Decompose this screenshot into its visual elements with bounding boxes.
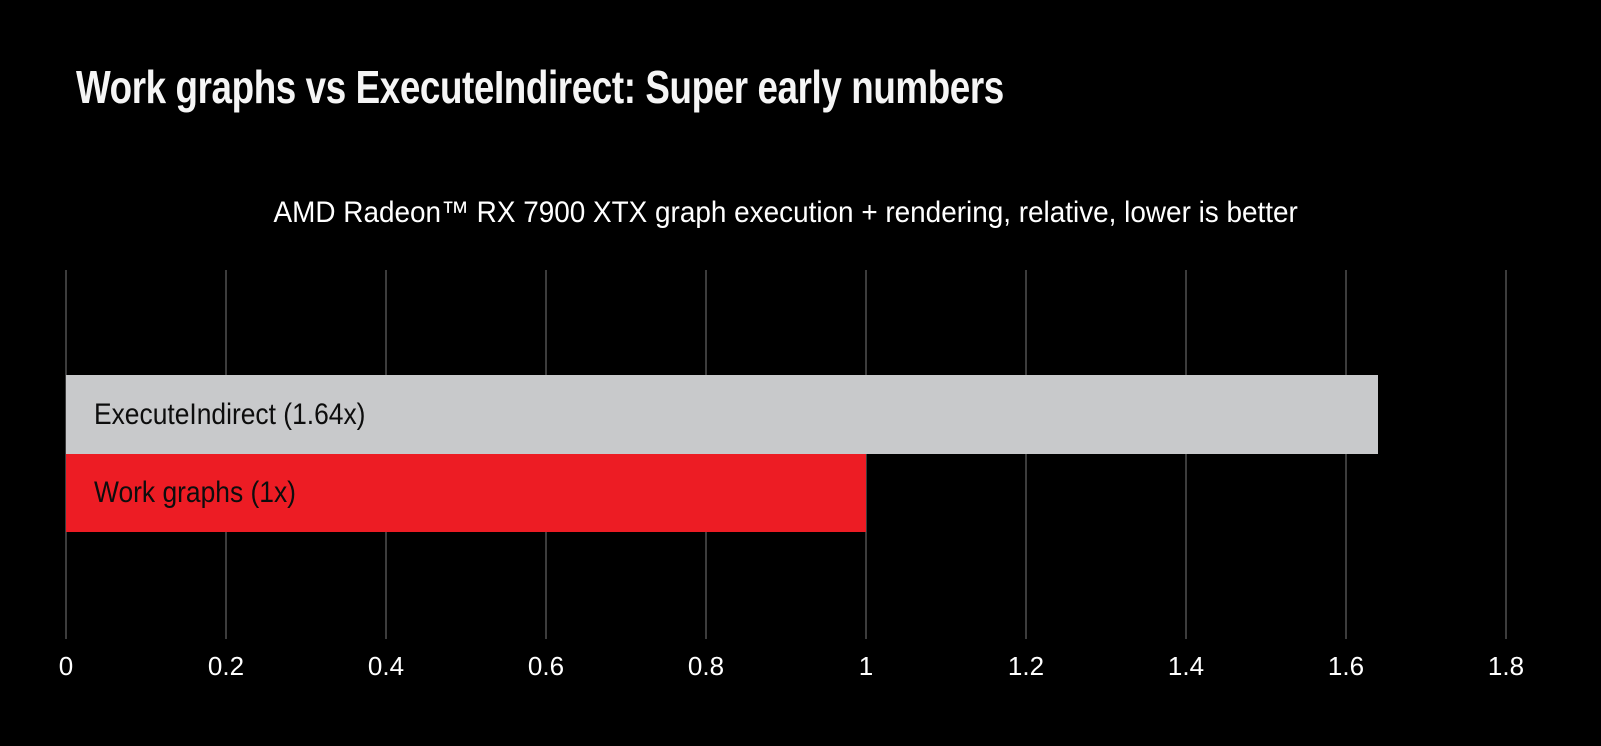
gridline <box>865 270 867 639</box>
chart-subtitle-row: AMD Radeon™ RX 7900 XTX graph execution … <box>66 196 1506 230</box>
x-tick-label: 1.6 <box>1327 651 1365 681</box>
gridline <box>1185 270 1187 639</box>
gridline <box>1025 270 1027 639</box>
bar-label: ExecuteIndirect (1.64x) <box>94 397 366 431</box>
x-tick-label: 1.8 <box>1487 651 1525 681</box>
bar-executeindirect: ExecuteIndirect (1.64x) <box>66 375 1378 454</box>
x-tick-label: 0.6 <box>527 651 565 681</box>
x-tick-label: 1.4 <box>1167 651 1205 681</box>
page-title: Work graphs vs ExecuteIndirect: Super ea… <box>76 61 1004 113</box>
plot-area: ExecuteIndirect (1.64x) Work graphs (1x) … <box>59 270 1524 681</box>
x-tick-label: 0.8 <box>687 651 725 681</box>
x-tick-label: 0 <box>58 651 74 681</box>
x-tick-label: 1 <box>858 651 874 681</box>
gridline <box>1505 270 1507 639</box>
bar-work-graphs: Work graphs (1x) <box>66 454 866 532</box>
chart-subtitle: AMD Radeon™ RX 7900 XTX graph execution … <box>273 196 1299 229</box>
x-tick-label: 0.4 <box>367 651 405 681</box>
x-tick-label: 1.2 <box>1007 651 1045 681</box>
bar-label: Work graphs (1x) <box>94 476 296 509</box>
x-tick-label: 0.2 <box>207 651 245 681</box>
gridline <box>1344 270 1347 639</box>
